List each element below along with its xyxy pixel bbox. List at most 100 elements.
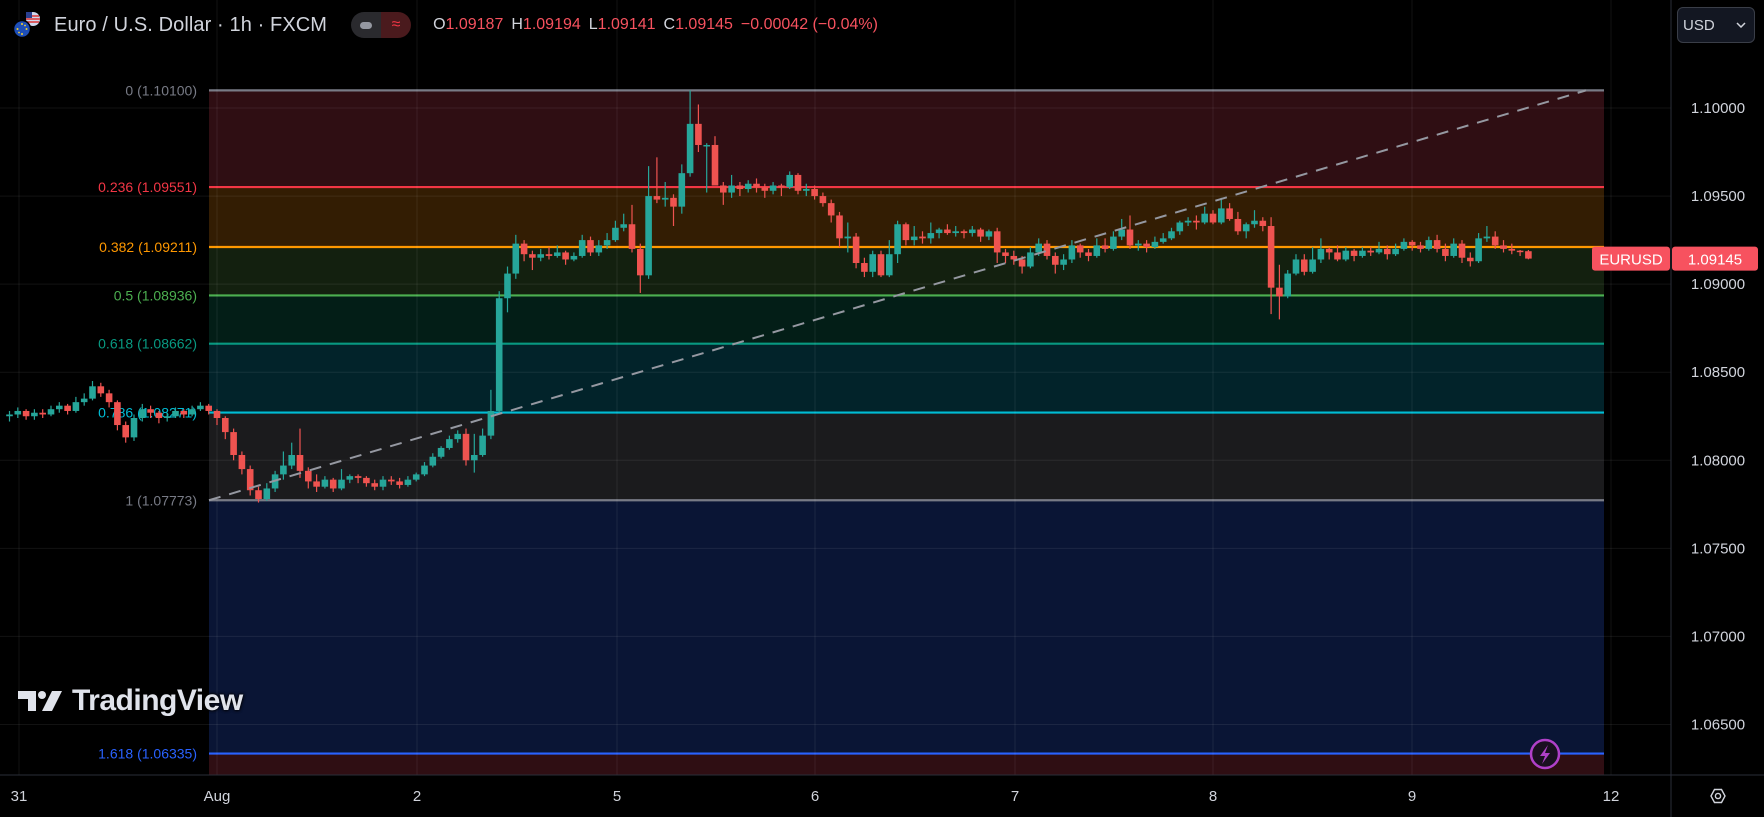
- candle[interactable]: [22, 409, 30, 420]
- candle[interactable]: [1027, 247, 1034, 269]
- candle[interactable]: [786, 171, 793, 190]
- candle[interactable]: [1408, 240, 1416, 251]
- candle[interactable]: [213, 409, 221, 426]
- candle[interactable]: [197, 402, 204, 411]
- candle[interactable]: [180, 409, 188, 419]
- candle[interactable]: [1450, 238, 1457, 258]
- candle[interactable]: [960, 229, 968, 239]
- market-status-toggle[interactable]: ≈: [351, 12, 412, 38]
- candle[interactable]: [429, 453, 437, 468]
- candle[interactable]: [852, 233, 860, 269]
- candle[interactable]: [1159, 233, 1167, 244]
- candle[interactable]: [1259, 217, 1267, 232]
- candle[interactable]: [570, 252, 578, 262]
- candle[interactable]: [1209, 210, 1217, 225]
- candle[interactable]: [280, 451, 287, 480]
- candle[interactable]: [620, 213, 627, 232]
- candle[interactable]: [952, 226, 959, 237]
- candle[interactable]: [56, 402, 63, 413]
- candle[interactable]: [612, 220, 619, 242]
- candle[interactable]: [554, 245, 561, 258]
- candle[interactable]: [1375, 241, 1383, 255]
- candle[interactable]: [446, 435, 453, 450]
- candle[interactable]: [1093, 238, 1101, 258]
- candle[interactable]: [1251, 210, 1258, 228]
- candle[interactable]: [927, 222, 935, 244]
- candle[interactable]: [1052, 252, 1059, 274]
- last-price-tag[interactable]: EURUSD 1.09145: [1592, 246, 1758, 271]
- tradingview-watermark[interactable]: TradingView: [18, 684, 243, 718]
- candle[interactable]: [1176, 220, 1184, 235]
- candle[interactable]: [1201, 206, 1208, 225]
- candle[interactable]: [769, 181, 777, 195]
- candle[interactable]: [686, 90, 694, 177]
- candle[interactable]: [404, 476, 412, 487]
- candle[interactable]: [1267, 217, 1275, 315]
- candle[interactable]: [587, 236, 594, 256]
- candle[interactable]: [811, 185, 818, 200]
- candle[interactable]: [114, 400, 121, 431]
- candle[interactable]: [545, 247, 553, 260]
- candle[interactable]: [1010, 250, 1018, 265]
- candle[interactable]: [969, 226, 976, 237]
- candle[interactable]: [39, 409, 46, 419]
- candle[interactable]: [238, 451, 246, 475]
- candle[interactable]: [338, 469, 345, 491]
- candle[interactable]: [205, 403, 212, 415]
- candle[interactable]: [412, 472, 420, 482]
- candle[interactable]: [902, 222, 910, 246]
- candle[interactable]: [794, 173, 802, 195]
- candle[interactable]: [454, 430, 461, 443]
- candle[interactable]: [1425, 236, 1433, 251]
- candle[interactable]: [1417, 241, 1424, 253]
- candle[interactable]: [512, 234, 520, 279]
- candle[interactable]: [31, 409, 38, 420]
- candle[interactable]: [1110, 231, 1117, 251]
- fib-trend-line[interactable]: [208, 89, 1587, 502]
- candle[interactable]: [695, 104, 702, 153]
- candle[interactable]: [1284, 270, 1291, 299]
- candle[interactable]: [396, 477, 403, 489]
- candle[interactable]: [1508, 243, 1516, 255]
- candle[interactable]: [1068, 240, 1076, 264]
- candle[interactable]: [1317, 238, 1325, 264]
- chart-settings-icon[interactable]: [1710, 788, 1726, 804]
- candle[interactable]: [163, 412, 171, 422]
- candle[interactable]: [1516, 249, 1524, 256]
- candle[interactable]: [520, 240, 528, 262]
- candle[interactable]: [985, 229, 993, 241]
- candle[interactable]: [346, 474, 354, 484]
- candle[interactable]: [479, 428, 486, 457]
- candle[interactable]: [495, 291, 503, 415]
- candle[interactable]: [910, 226, 918, 246]
- candle[interactable]: [819, 192, 827, 207]
- candle[interactable]: [1491, 231, 1499, 249]
- candle[interactable]: [105, 389, 113, 408]
- candle[interactable]: [354, 474, 362, 484]
- time-axis[interactable]: 31 Aug 2 5 6 7 8 9 12: [11, 788, 1620, 805]
- candle[interactable]: [487, 389, 495, 440]
- candle[interactable]: [1442, 243, 1449, 262]
- candle[interactable]: [147, 405, 154, 419]
- candle[interactable]: [1433, 234, 1441, 253]
- candle[interactable]: [6, 410, 13, 422]
- candle[interactable]: [388, 476, 395, 485]
- candle[interactable]: [670, 194, 677, 227]
- candle[interactable]: [296, 428, 304, 478]
- candle[interactable]: [321, 476, 329, 489]
- candle[interactable]: [578, 234, 586, 258]
- candle[interactable]: [803, 183, 810, 197]
- candle[interactable]: [89, 381, 96, 401]
- currency-select[interactable]: USD: [1677, 7, 1755, 43]
- candle[interactable]: [877, 250, 885, 278]
- candle[interactable]: [603, 233, 611, 249]
- candle[interactable]: [222, 416, 229, 440]
- candle[interactable]: [363, 476, 370, 487]
- candle[interactable]: [504, 266, 511, 313]
- candle[interactable]: [288, 442, 295, 470]
- candle[interactable]: [437, 446, 445, 459]
- candle[interactable]: [1475, 233, 1482, 264]
- candle[interactable]: [844, 222, 852, 253]
- candle[interactable]: [637, 243, 644, 293]
- candle[interactable]: [421, 462, 428, 477]
